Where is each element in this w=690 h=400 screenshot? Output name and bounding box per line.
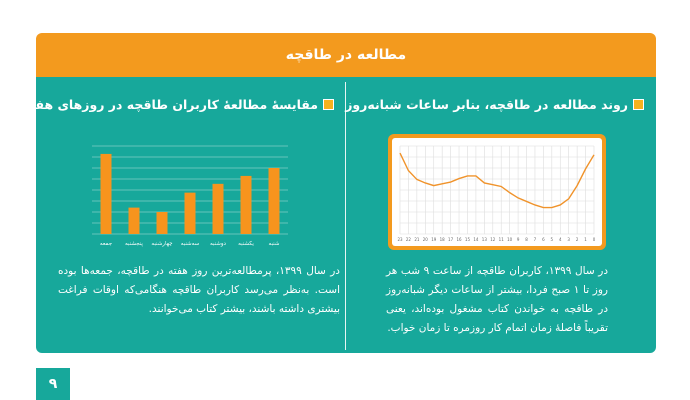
x-tick-label: چهارشنبه — [151, 241, 172, 247]
x-tick-label: پنجشنبه — [125, 241, 143, 247]
x-tick-label: دوشنبه — [210, 241, 227, 247]
bar — [212, 183, 224, 234]
x-tick-label: 9 — [517, 237, 520, 242]
x-tick-label: 19 — [431, 237, 437, 242]
x-tick-label: 13 — [482, 237, 488, 242]
bar — [128, 207, 140, 234]
chart-background — [392, 138, 602, 246]
x-tick-label: 6 — [542, 237, 545, 242]
bar — [100, 153, 112, 234]
x-tick-label: 12 — [490, 237, 496, 242]
caption: در سال ۱۳۹۹، پرمطالعه‌ترین روز هفته در ط… — [58, 265, 340, 315]
x-tick-label: 17 — [448, 237, 454, 242]
x-tick-label: 10 — [507, 237, 513, 242]
bar — [156, 212, 168, 234]
x-tick-label: 18 — [440, 237, 446, 242]
x-tick-label: 0 — [593, 237, 596, 242]
x-tick-label: 20 — [423, 237, 429, 242]
line-chart: 23 22 21 20 19 18 17 16 15 14 13 12 11 10 9 8 7 6 5 4 3 2 1 0 — [392, 138, 602, 246]
x-tick-label: 8 — [525, 237, 528, 242]
chart-title: مقایسهٔ مطالعهٔ کاربران طاقچه در روزهای … — [23, 97, 334, 112]
x-tick-label: 1 — [584, 237, 587, 242]
bar — [240, 175, 252, 234]
bar — [268, 168, 280, 234]
bar — [184, 192, 196, 234]
x-tick-label: 15 — [465, 237, 471, 242]
bar-chart: شنبه یکشنبه دوشنبه سه‌شنبه چهارشنبه پنجشنبه جم… — [92, 145, 288, 247]
x-tick-label: 4 — [559, 237, 562, 242]
x-tick-label: 22 — [406, 237, 412, 242]
x-tick-label: شنبه — [269, 241, 280, 247]
x-tick-label: 23 — [397, 237, 403, 242]
x-tick-label: 7 — [534, 237, 537, 242]
x-tick-label: جمعه — [100, 241, 112, 247]
chart-title: روند مطالعه در طاقچه، بنابر ساعات شبانه‌… — [345, 97, 644, 112]
x-tick-label: 21 — [414, 237, 420, 242]
caption: در سال ۱۳۹۹، کاربران طاقچه از ساعت ۹ شب … — [386, 265, 608, 334]
x-tick-label: سه‌شنبه — [181, 241, 200, 247]
x-tick-label: 2 — [576, 237, 579, 242]
x-tick-label: 14 — [473, 237, 479, 242]
x-tick-label: 5 — [551, 237, 554, 242]
x-tick-label: 11 — [499, 237, 505, 242]
divider — [345, 82, 346, 350]
x-tick-label: یکشنبه — [238, 240, 254, 247]
x-tick-label: 3 — [567, 237, 570, 242]
line — [399, 152, 595, 209]
x-tick-label: 16 — [456, 237, 462, 242]
header-title: مطالعه در طاقچه — [36, 33, 656, 77]
page-number: ۹ — [36, 368, 70, 400]
